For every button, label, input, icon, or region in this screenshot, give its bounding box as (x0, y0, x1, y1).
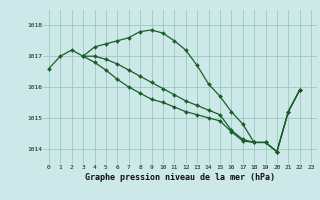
X-axis label: Graphe pression niveau de la mer (hPa): Graphe pression niveau de la mer (hPa) (85, 173, 275, 182)
